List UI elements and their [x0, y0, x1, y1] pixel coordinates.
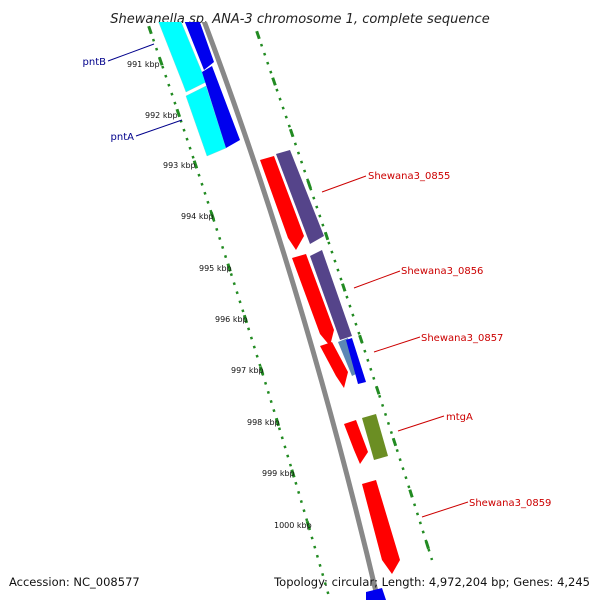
outer-tick-991 — [271, 77, 277, 86]
sh0857-leader — [373, 336, 421, 353]
chromosome-backbone — [201, 22, 381, 600]
sh0859-leader — [421, 501, 469, 518]
inner-tick-991 — [158, 57, 164, 66]
tick-label-995: 995 kbp — [199, 264, 232, 273]
inner-tick-992 — [175, 108, 182, 118]
sh0857-cds-blue[interactable] — [346, 338, 366, 384]
outer-tick-marks — [255, 30, 430, 550]
gene-label-pntB[interactable]: pntB — [83, 57, 107, 68]
sh0855-cds-red[interactable] — [260, 156, 304, 250]
pntA-leader — [135, 119, 183, 137]
tick-label-993: 993 kbp — [163, 161, 196, 170]
gene-label-sh0859[interactable]: Shewana3_0859 — [469, 498, 551, 509]
bottom-cds-blue[interactable] — [366, 588, 386, 600]
gene-label-sh0856[interactable]: Shewana3_0856 — [401, 266, 483, 277]
inner-tick-995 — [226, 263, 232, 272]
gene-label-sh0857[interactable]: Shewana3_0857 — [421, 333, 503, 344]
sh0859-cds-red[interactable] — [362, 480, 400, 574]
outer-tick-998 — [391, 437, 398, 447]
gene-label-pntA[interactable]: pntA — [111, 132, 135, 143]
feature-track-forward — [260, 150, 400, 600]
inner-tick-990 — [147, 25, 153, 35]
outer-tick-1000 — [424, 540, 430, 550]
accession-text: Accession: NC_008577 — [9, 575, 140, 589]
outer-tick-992 — [288, 128, 295, 138]
outer-tick-999 — [408, 489, 414, 498]
sh0856-cds-red[interactable] — [292, 254, 334, 346]
tick-label-994: 994 kbp — [181, 212, 214, 221]
inner-tick-994 — [209, 211, 216, 221]
tick-label-992: 992 kbp — [145, 111, 178, 120]
sh0856-leader — [353, 270, 401, 289]
gene-label-mtgA[interactable]: mtgA — [446, 412, 473, 423]
gene-labels: pntB pntA Shewana3_0855 Shewana3_0856 Sh… — [83, 57, 552, 509]
inner-tick-998 — [274, 417, 281, 427]
pntB-leader — [107, 43, 155, 62]
outer-tick-996 — [358, 334, 364, 344]
tick-label-1000: 1000 kbp — [274, 521, 312, 530]
mtgA-cds-olive[interactable] — [362, 414, 388, 460]
inner-tick-996 — [242, 314, 249, 324]
gene-label-sh0855[interactable]: Shewana3_0855 — [368, 171, 450, 182]
outer-tick-997 — [375, 386, 381, 395]
feature-track-reverse — [150, 0, 240, 157]
tick-label-997: 997 kbp — [231, 366, 264, 375]
pntB-cds-blue[interactable] — [176, 0, 214, 70]
pntB-cds-cyan[interactable] — [150, 0, 207, 93]
gene-leaders — [107, 43, 469, 518]
tick-label-999: 999 kbp — [262, 469, 295, 478]
mtgA-leader — [397, 415, 445, 432]
outer-tick-994 — [323, 231, 330, 241]
topology-summary-text: Topology: circular; Length: 4,972,204 bp… — [273, 575, 590, 589]
inner-tick-999 — [290, 469, 296, 478]
inner-tick-997 — [258, 366, 265, 375]
scale-labels: 990 kbp 991 kbp 992 kbp 993 kbp 994 kbp … — [127, 60, 312, 530]
tick-label-991: 991 kbp — [127, 60, 160, 69]
tick-label-996: 996 kbp — [215, 315, 248, 324]
tick-label-998: 998 kbp — [247, 418, 280, 427]
sh0855-cds-purple[interactable] — [276, 150, 324, 244]
pntA-cds-blue[interactable] — [202, 66, 240, 148]
inner-tick-993 — [192, 160, 199, 169]
inner-tick-1000 — [305, 520, 311, 530]
outer-tick-995 — [341, 283, 347, 292]
outer-tick-993 — [306, 180, 312, 189]
sh0857-cds-red[interactable] — [320, 342, 348, 388]
outer-ring-guide — [256, 34, 434, 561]
sh0855-leader — [321, 175, 367, 193]
outer-tick-990 — [255, 30, 261, 40]
inner-tick-marks — [147, 25, 311, 530]
mtgA-cds-red[interactable] — [344, 420, 368, 464]
sh0856-cds-purple[interactable] — [310, 250, 352, 340]
